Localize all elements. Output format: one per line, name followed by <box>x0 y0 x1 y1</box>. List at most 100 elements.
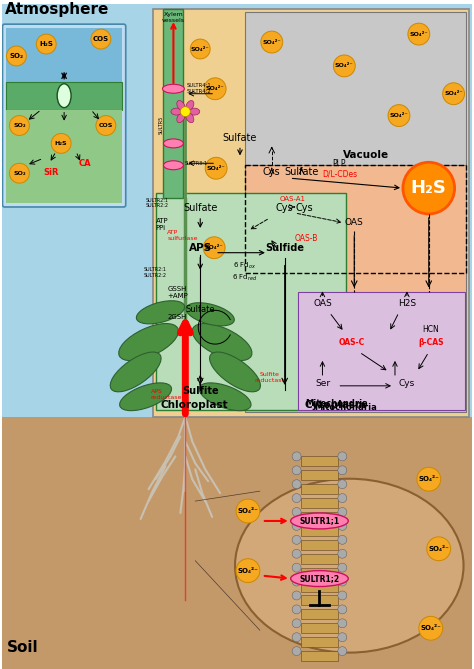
Circle shape <box>292 563 301 572</box>
Text: Sulfate: Sulfate <box>185 305 215 314</box>
Text: SULTR3:1: SULTR3:1 <box>184 161 207 166</box>
Bar <box>301 498 338 508</box>
Text: Cys: Cys <box>276 203 293 213</box>
Bar <box>301 651 338 661</box>
Circle shape <box>333 55 355 77</box>
Bar <box>301 512 338 522</box>
Circle shape <box>292 605 301 614</box>
Bar <box>245 165 465 272</box>
Text: SO₄²⁻: SO₄²⁻ <box>263 39 281 45</box>
Circle shape <box>443 83 465 104</box>
Text: SO₄²⁻: SO₄²⁻ <box>410 31 428 37</box>
Text: SULTR2:1
SULTR2:2: SULTR2:1 SULTR2:2 <box>146 197 169 209</box>
Text: SiR: SiR <box>43 168 59 177</box>
Bar <box>155 193 346 409</box>
Bar <box>301 637 338 647</box>
Bar <box>301 595 338 605</box>
Ellipse shape <box>171 108 182 115</box>
Ellipse shape <box>177 100 185 110</box>
Text: SULTR4:2: SULTR4:2 <box>186 89 211 94</box>
Text: SO₄²⁻: SO₄²⁻ <box>206 86 225 91</box>
Circle shape <box>190 39 210 59</box>
Circle shape <box>236 499 260 523</box>
Bar <box>301 484 338 494</box>
Circle shape <box>292 508 301 516</box>
Text: Cys: Cys <box>296 203 313 213</box>
Circle shape <box>292 466 301 475</box>
Text: SO₄²⁻: SO₄²⁻ <box>191 47 210 52</box>
Text: SO₄²⁻: SO₄²⁻ <box>428 546 449 552</box>
Circle shape <box>292 647 301 656</box>
Circle shape <box>236 559 260 583</box>
Ellipse shape <box>164 161 183 170</box>
Circle shape <box>292 521 301 531</box>
Text: SULTR1;1: SULTR1;1 <box>300 516 339 525</box>
Text: PLP: PLP <box>333 159 346 168</box>
Circle shape <box>408 23 430 45</box>
Ellipse shape <box>291 513 348 529</box>
Text: SO₄²⁻: SO₄²⁻ <box>237 508 258 514</box>
Circle shape <box>417 468 441 491</box>
Text: APS: APS <box>189 243 212 253</box>
Text: Xylem
vessels: Xylem vessels <box>162 12 185 23</box>
Circle shape <box>427 537 451 561</box>
Text: OAS: OAS <box>313 299 332 308</box>
Ellipse shape <box>186 100 194 110</box>
Text: Sulfide: Sulfide <box>265 243 304 253</box>
Text: SO₂: SO₂ <box>13 171 26 176</box>
Text: OAS-A1: OAS-A1 <box>280 196 306 202</box>
Text: Sulfate: Sulfate <box>183 203 218 213</box>
Ellipse shape <box>210 352 260 392</box>
Bar <box>301 456 338 466</box>
Ellipse shape <box>164 139 183 148</box>
Text: SO₂: SO₂ <box>13 123 26 128</box>
Bar <box>245 165 465 411</box>
Ellipse shape <box>186 303 234 326</box>
Circle shape <box>338 549 347 558</box>
Ellipse shape <box>186 112 194 122</box>
Ellipse shape <box>137 301 185 324</box>
Text: SULTR2:1
SULTR2:2: SULTR2:1 SULTR2:2 <box>144 267 166 278</box>
FancyBboxPatch shape <box>7 82 122 110</box>
Circle shape <box>292 480 301 488</box>
Bar <box>7 110 122 203</box>
Circle shape <box>7 46 27 66</box>
Text: 6 Fd$_{red}$: 6 Fd$_{red}$ <box>232 272 258 283</box>
Bar <box>301 568 338 577</box>
Bar <box>301 540 338 550</box>
Circle shape <box>403 163 455 214</box>
Text: SULTR5: SULTR5 <box>158 116 164 134</box>
Text: SO₄²⁻: SO₄²⁻ <box>444 91 463 96</box>
Bar <box>164 9 183 198</box>
Circle shape <box>292 535 301 545</box>
Text: Vacuole: Vacuole <box>343 151 389 161</box>
Circle shape <box>338 633 347 642</box>
Ellipse shape <box>291 571 348 587</box>
Ellipse shape <box>235 479 464 652</box>
Ellipse shape <box>119 383 172 411</box>
Ellipse shape <box>118 324 178 361</box>
Circle shape <box>261 31 283 53</box>
Ellipse shape <box>199 383 251 411</box>
Circle shape <box>181 106 190 116</box>
Circle shape <box>292 577 301 586</box>
Bar <box>301 526 338 536</box>
Text: H₂S: H₂S <box>411 179 447 197</box>
Bar <box>1 417 473 669</box>
Text: 2GSH: 2GSH <box>167 314 187 320</box>
Circle shape <box>388 104 410 126</box>
Text: Soil: Soil <box>7 640 38 655</box>
Circle shape <box>9 163 29 183</box>
Text: SO₄²⁻: SO₄²⁻ <box>390 113 408 118</box>
Circle shape <box>338 577 347 586</box>
Text: GSSH
+AMP: GSSH +AMP <box>167 286 188 299</box>
Circle shape <box>203 237 225 259</box>
Text: OAS-B: OAS-B <box>295 233 318 243</box>
Text: Sulfite: Sulfite <box>182 386 219 396</box>
Ellipse shape <box>110 352 161 392</box>
Circle shape <box>292 619 301 628</box>
Circle shape <box>91 29 111 49</box>
Circle shape <box>338 508 347 516</box>
Text: ATP
PPi: ATP PPi <box>155 218 168 231</box>
Circle shape <box>338 647 347 656</box>
